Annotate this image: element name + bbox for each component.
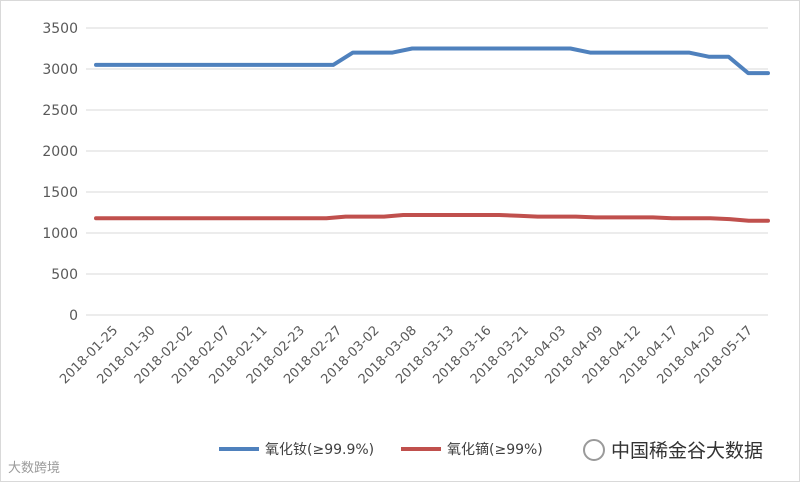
y-tick-label: 1500 [42, 185, 78, 201]
grid-lines [86, 27, 768, 316]
y-tick-label: 2500 [42, 103, 78, 119]
series-line-1 [94, 46, 770, 76]
y-tick-label: 3500 [42, 21, 78, 37]
y-axis: 0 500 1000 1500 2000 2500 3000 3500 [42, 21, 78, 324]
series-line-2 [94, 213, 770, 223]
legend-label: 氧化镝(≥99%) [447, 441, 543, 458]
legend-label: 氧化钕(≥99.9%) [265, 442, 374, 458]
series-lines [94, 46, 770, 223]
y-tick-label: 3000 [42, 62, 78, 78]
y-tick-label: 1000 [42, 226, 78, 242]
watermark-left: 大数跨境 [8, 461, 61, 476]
y-tick-label: 500 [51, 267, 78, 283]
watermark-right-text: 中国稀金谷大数据 [611, 440, 764, 462]
watermark-right: 中国稀金谷大数据 [583, 436, 763, 463]
y-tick-label: 0 [69, 308, 78, 324]
wechat-icon [583, 438, 605, 461]
y-tick-label: 2000 [42, 144, 78, 160]
legend: 氧化钕(≥99.9%) 氧化镝(≥99%) [219, 441, 543, 458]
x-axis: 2018-01-252018-01-302018-02-022018-02-07… [57, 323, 756, 387]
